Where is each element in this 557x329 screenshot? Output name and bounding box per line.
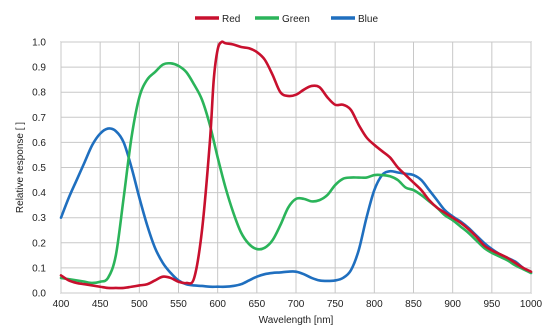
legend-label-red: Red	[222, 14, 240, 25]
x-tick-label: 450	[92, 299, 109, 310]
y-tick-label: 0.3	[32, 213, 46, 224]
y-tick-label: 0.8	[32, 88, 46, 99]
y-tick-label: 0.7	[32, 113, 46, 124]
series-line-green	[59, 61, 533, 285]
x-axis-label: Wavelength [nm]	[259, 315, 334, 326]
x-tick-label: 400	[53, 299, 70, 310]
x-tick-label: 850	[405, 299, 422, 310]
y-tick-label: 0.2	[32, 238, 46, 249]
x-tick-label: 700	[288, 299, 305, 310]
y-axis-label: Relative response [ ]	[15, 122, 26, 213]
x-tick-label: 900	[444, 299, 461, 310]
x-tick-label: 500	[131, 299, 148, 310]
y-tick-label: 1.0	[32, 38, 46, 49]
x-tick-label: 750	[327, 299, 344, 310]
series-layer	[59, 40, 533, 290]
y-tick-label: 0.6	[32, 138, 46, 149]
x-tick-label: 650	[248, 299, 265, 310]
x-tick-label: 600	[209, 299, 226, 310]
x-tick-label: 1000	[520, 299, 543, 310]
y-tick-label: 0.1	[32, 263, 46, 274]
legend-label-blue: Blue	[358, 14, 378, 25]
y-tick-label: 0.4	[32, 188, 46, 199]
x-tick-label: 800	[366, 299, 383, 310]
x-tick-label: 550	[170, 299, 187, 310]
x-tick-labels: 400 450 500 550 600 650 700 750 800 850 900 950 1000	[53, 299, 543, 310]
y-tick-label: 0.5	[32, 163, 46, 174]
series-line-red	[59, 40, 533, 290]
y-tick-label: 0.0	[32, 289, 46, 300]
legend: Red Green Blue	[195, 14, 378, 25]
legend-label-green: Green	[282, 14, 310, 25]
y-tick-labels: 0.0 0.1 0.2 0.3 0.4 0.5 0.6 0.7 0.8 0.9 1.0	[32, 38, 46, 300]
gridlines	[60, 41, 532, 294]
y-tick-label: 0.9	[32, 63, 46, 74]
x-tick-label: 950	[483, 299, 500, 310]
